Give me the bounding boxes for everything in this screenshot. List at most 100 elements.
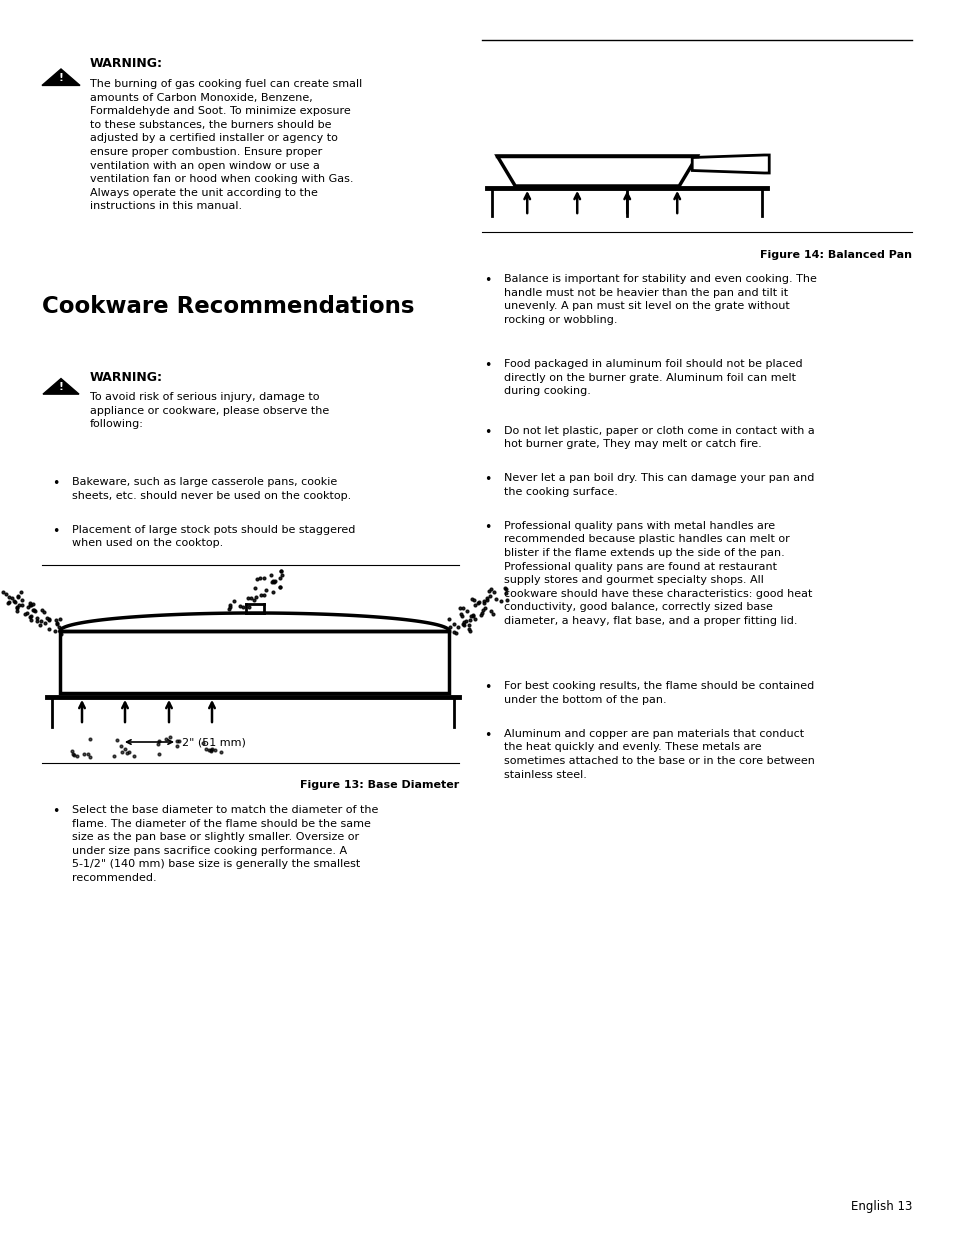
Point (112, 736, 128, 756)
Point (22, 608, 37, 627)
Point (110, 730, 125, 750)
Text: Aluminum and copper are pan materials that conduct
the heat quickly and evenly. : Aluminum and copper are pan materials th… (504, 729, 814, 779)
Point (53, 624, 69, 643)
Point (465, 605, 480, 625)
Point (482, 585, 497, 605)
Text: •: • (52, 525, 59, 537)
Point (258, 580, 274, 600)
Point (446, 614, 461, 634)
Point (461, 620, 476, 640)
Polygon shape (60, 631, 449, 693)
Point (23, 595, 38, 615)
Point (273, 561, 288, 580)
Point (52, 609, 68, 629)
Point (42, 610, 57, 630)
Point (39, 608, 54, 627)
Point (264, 572, 279, 592)
Point (198, 740, 213, 760)
Point (253, 585, 268, 605)
Text: Bakeware, such as large casserole pans, cookie
sheets, etc. should never be used: Bakeware, such as large casserole pans, … (71, 477, 351, 500)
Text: Figure 14: Balanced Pan: Figure 14: Balanced Pan (760, 249, 911, 261)
Text: •: • (484, 426, 491, 438)
Point (122, 742, 137, 762)
Point (466, 590, 481, 610)
Point (0, 582, 11, 601)
Point (222, 595, 237, 615)
Point (274, 561, 289, 580)
Point (463, 589, 478, 609)
Point (49, 610, 64, 630)
Point (221, 599, 236, 619)
Point (195, 734, 211, 753)
Point (170, 736, 185, 756)
Point (248, 587, 263, 606)
Point (23, 610, 38, 630)
Text: For best cooking results, the flame should be contained
under the bottom of the : For best cooking results, the flame shou… (504, 682, 814, 705)
Point (474, 605, 489, 625)
Point (475, 600, 490, 620)
Polygon shape (42, 69, 80, 85)
Point (498, 579, 514, 599)
Point (50, 614, 65, 634)
Text: Balance is important for stability and even cooking. The
handle must not be heav: Balance is important for stability and e… (504, 274, 817, 325)
Point (456, 615, 471, 635)
Point (461, 615, 476, 635)
Point (462, 610, 477, 630)
Point (10, 587, 26, 606)
Text: The burning of gas cooking fuel can create small
amounts of Carbon Monoxide, Ben: The burning of gas cooking fuel can crea… (90, 79, 362, 211)
Text: 2" (51 mm): 2" (51 mm) (182, 737, 246, 747)
Point (456, 598, 471, 618)
Point (172, 731, 187, 751)
Text: •: • (52, 477, 59, 490)
Text: •: • (484, 473, 491, 487)
Point (65, 743, 80, 763)
Point (23, 593, 38, 613)
Point (485, 582, 500, 601)
Text: •: • (484, 729, 491, 742)
Point (479, 588, 495, 608)
Point (223, 598, 238, 618)
Polygon shape (497, 156, 697, 186)
Point (162, 727, 177, 747)
Text: !: ! (58, 382, 63, 391)
Point (272, 577, 287, 597)
Point (205, 739, 220, 758)
Point (232, 597, 247, 616)
Point (452, 598, 467, 618)
Point (158, 729, 173, 748)
Point (10, 598, 25, 618)
Point (107, 746, 122, 766)
Point (204, 741, 219, 761)
Text: Cookware Recommendations: Cookware Recommendations (42, 295, 414, 317)
Point (41, 619, 56, 638)
Text: Select the base diameter to match the diameter of the
flame. The diameter of the: Select the base diameter to match the di… (71, 805, 378, 883)
Point (70, 746, 85, 766)
Point (4, 588, 19, 608)
Point (456, 613, 472, 632)
Text: Never let a pan boil dry. This can damage your pan and
the cooking surface.: Never let a pan boil dry. This can damag… (504, 473, 814, 496)
Point (17, 605, 32, 625)
Point (453, 604, 468, 624)
Point (459, 601, 475, 621)
Point (481, 582, 497, 601)
Point (7, 592, 22, 611)
Point (13, 583, 29, 603)
Point (476, 592, 491, 611)
Point (10, 597, 25, 616)
Point (265, 571, 280, 590)
Point (274, 564, 289, 584)
Point (51, 618, 66, 637)
Point (34, 600, 50, 620)
Point (19, 603, 34, 622)
Point (267, 572, 282, 592)
Point (8, 593, 23, 613)
Point (448, 624, 463, 643)
Point (15, 595, 30, 615)
Point (266, 572, 281, 592)
Point (203, 740, 218, 760)
Point (126, 746, 141, 766)
Point (487, 589, 502, 609)
Point (80, 745, 95, 764)
Point (49, 614, 64, 634)
Point (263, 566, 278, 585)
